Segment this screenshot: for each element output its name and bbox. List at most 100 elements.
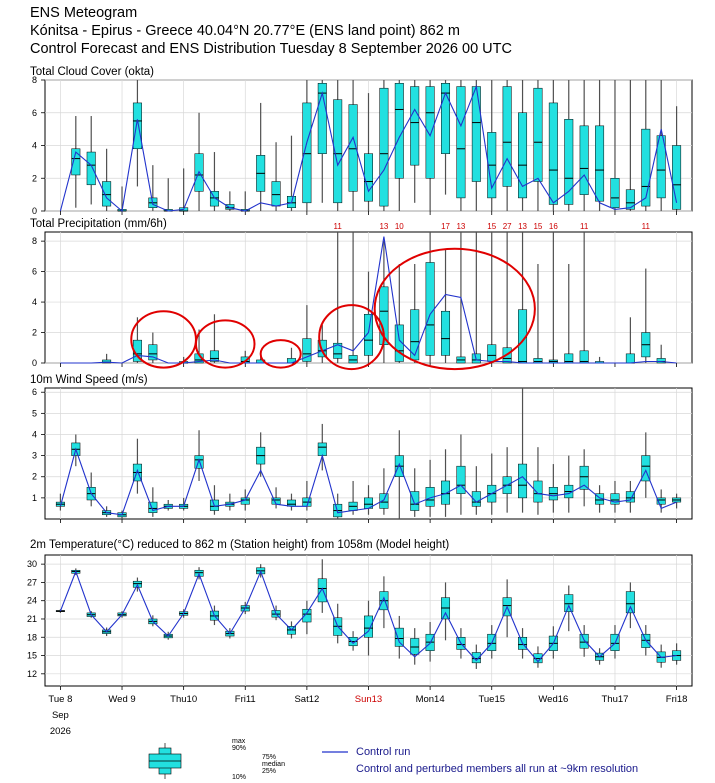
box: [533, 480, 543, 503]
box: [441, 480, 451, 505]
box: [302, 338, 312, 362]
highlight-ellipse: [259, 339, 302, 369]
exceed-label: 10: [395, 222, 404, 231]
panel-3: 12 15 18 21 24 27 30: [27, 554, 693, 690]
box: [209, 191, 219, 207]
control-run-line: [59, 84, 678, 213]
y-tick-label: 6: [32, 387, 37, 397]
x-axis-month-label: Sep: [52, 710, 69, 721]
box: [625, 353, 635, 364]
x-axis-day-label: Thu10: [170, 694, 197, 705]
box: [471, 652, 481, 664]
box: [425, 262, 435, 356]
box: [410, 309, 420, 361]
y-tick-label: 27: [27, 577, 37, 587]
x-axis-day-label: Mon14: [416, 694, 445, 705]
legend-median-label: median: [262, 761, 285, 768]
box: [364, 615, 373, 638]
box: [610, 493, 620, 505]
box: [148, 344, 158, 361]
legend-p90-label: 90%: [232, 745, 247, 752]
exceed-label: 15: [533, 222, 542, 231]
box: [209, 350, 219, 362]
legend-control-line: [322, 751, 348, 753]
x-axis-day-label: Thu17: [602, 694, 629, 705]
cloud-panel-title: Total Cloud Cover (okta): [30, 66, 154, 78]
y-tick-label: 2: [32, 472, 37, 482]
panel-2: 1 2 3 4 5 6: [32, 387, 693, 523]
box: [533, 87, 543, 182]
box: [518, 463, 528, 499]
highlight-ellipse: [373, 247, 536, 371]
box: [502, 86, 512, 187]
control-run-line: [59, 447, 677, 516]
box: [564, 594, 574, 612]
box: [641, 128, 651, 207]
y-tick-label: 21: [27, 614, 37, 624]
box: [625, 591, 635, 614]
legend-control-run: Control run: [356, 746, 411, 758]
y-tick-label: 4: [32, 141, 37, 151]
box: [656, 135, 666, 199]
box: [564, 119, 574, 205]
exceed-label: 16: [549, 222, 558, 231]
legend-p75-label: 75%: [262, 754, 277, 761]
box: [348, 355, 358, 364]
exceed-label: 27: [503, 222, 512, 231]
meteogram-title: ENS Meteogram: [30, 5, 138, 21]
y-tick-label: 5: [32, 408, 37, 418]
box: [579, 633, 589, 649]
box: [656, 497, 666, 505]
y-tick-label: 4: [32, 429, 37, 439]
box: [225, 204, 235, 210]
x-axis-day-label: Fri18: [666, 694, 688, 705]
box: [610, 178, 620, 208]
box: [533, 358, 543, 364]
box: [394, 83, 404, 179]
exceed-label: 11: [642, 222, 651, 231]
y-tick-label: 15: [27, 651, 37, 661]
box: [364, 314, 373, 356]
y-tick-label: 2: [32, 328, 37, 338]
legend-p25-label: 25%: [262, 768, 277, 775]
y-tick-label: 0: [32, 206, 37, 216]
box: [379, 87, 389, 207]
exceed-label: 13: [456, 222, 465, 231]
box: [317, 83, 327, 154]
temperature-panel-title: 2m Temperature(°C) reduced to 862 m (Sta…: [30, 539, 450, 551]
box: [148, 501, 158, 513]
box: [348, 104, 358, 192]
y-tick-label: 30: [27, 559, 37, 569]
y-tick-label: 0: [32, 358, 37, 368]
precip-panel-title: Total Precipitation (mm/6h): [30, 218, 167, 230]
box: [333, 99, 343, 204]
box: [410, 638, 420, 655]
x-axis-day-label: Fri11: [235, 694, 256, 705]
exceed-label: 13: [379, 222, 388, 231]
exceed-label: 17: [441, 222, 450, 231]
box: [641, 455, 651, 482]
legend-max-label: max: [232, 738, 246, 745]
x-axis-day-label: Sat12: [294, 694, 319, 705]
box: [317, 442, 327, 456]
box: [317, 578, 327, 603]
box: [379, 493, 389, 509]
legend-members: Control and perturbed members all run at…: [356, 763, 639, 775]
x-axis-day-label: Wed 9: [108, 694, 135, 705]
y-tick-label: 12: [27, 669, 37, 679]
panel-1: 0 2 4 6 8 11 13 10 17 13 15 27 13 15 16 11 11: [32, 222, 693, 371]
box: [410, 86, 420, 166]
box: [102, 181, 112, 207]
x-axis-day-label: Wed16: [538, 694, 568, 705]
exceed-label: 11: [334, 222, 343, 231]
x-axis-day-label: Tue15: [478, 694, 505, 705]
box: [71, 148, 81, 176]
box: [548, 102, 558, 205]
box: [487, 344, 497, 362]
box: [302, 608, 312, 623]
box: [579, 465, 589, 490]
y-tick-label: 2: [32, 173, 37, 183]
y-tick-label: 18: [27, 632, 37, 642]
forecast-line: Control Forecast and ENS Distribution Tu…: [30, 41, 512, 57]
